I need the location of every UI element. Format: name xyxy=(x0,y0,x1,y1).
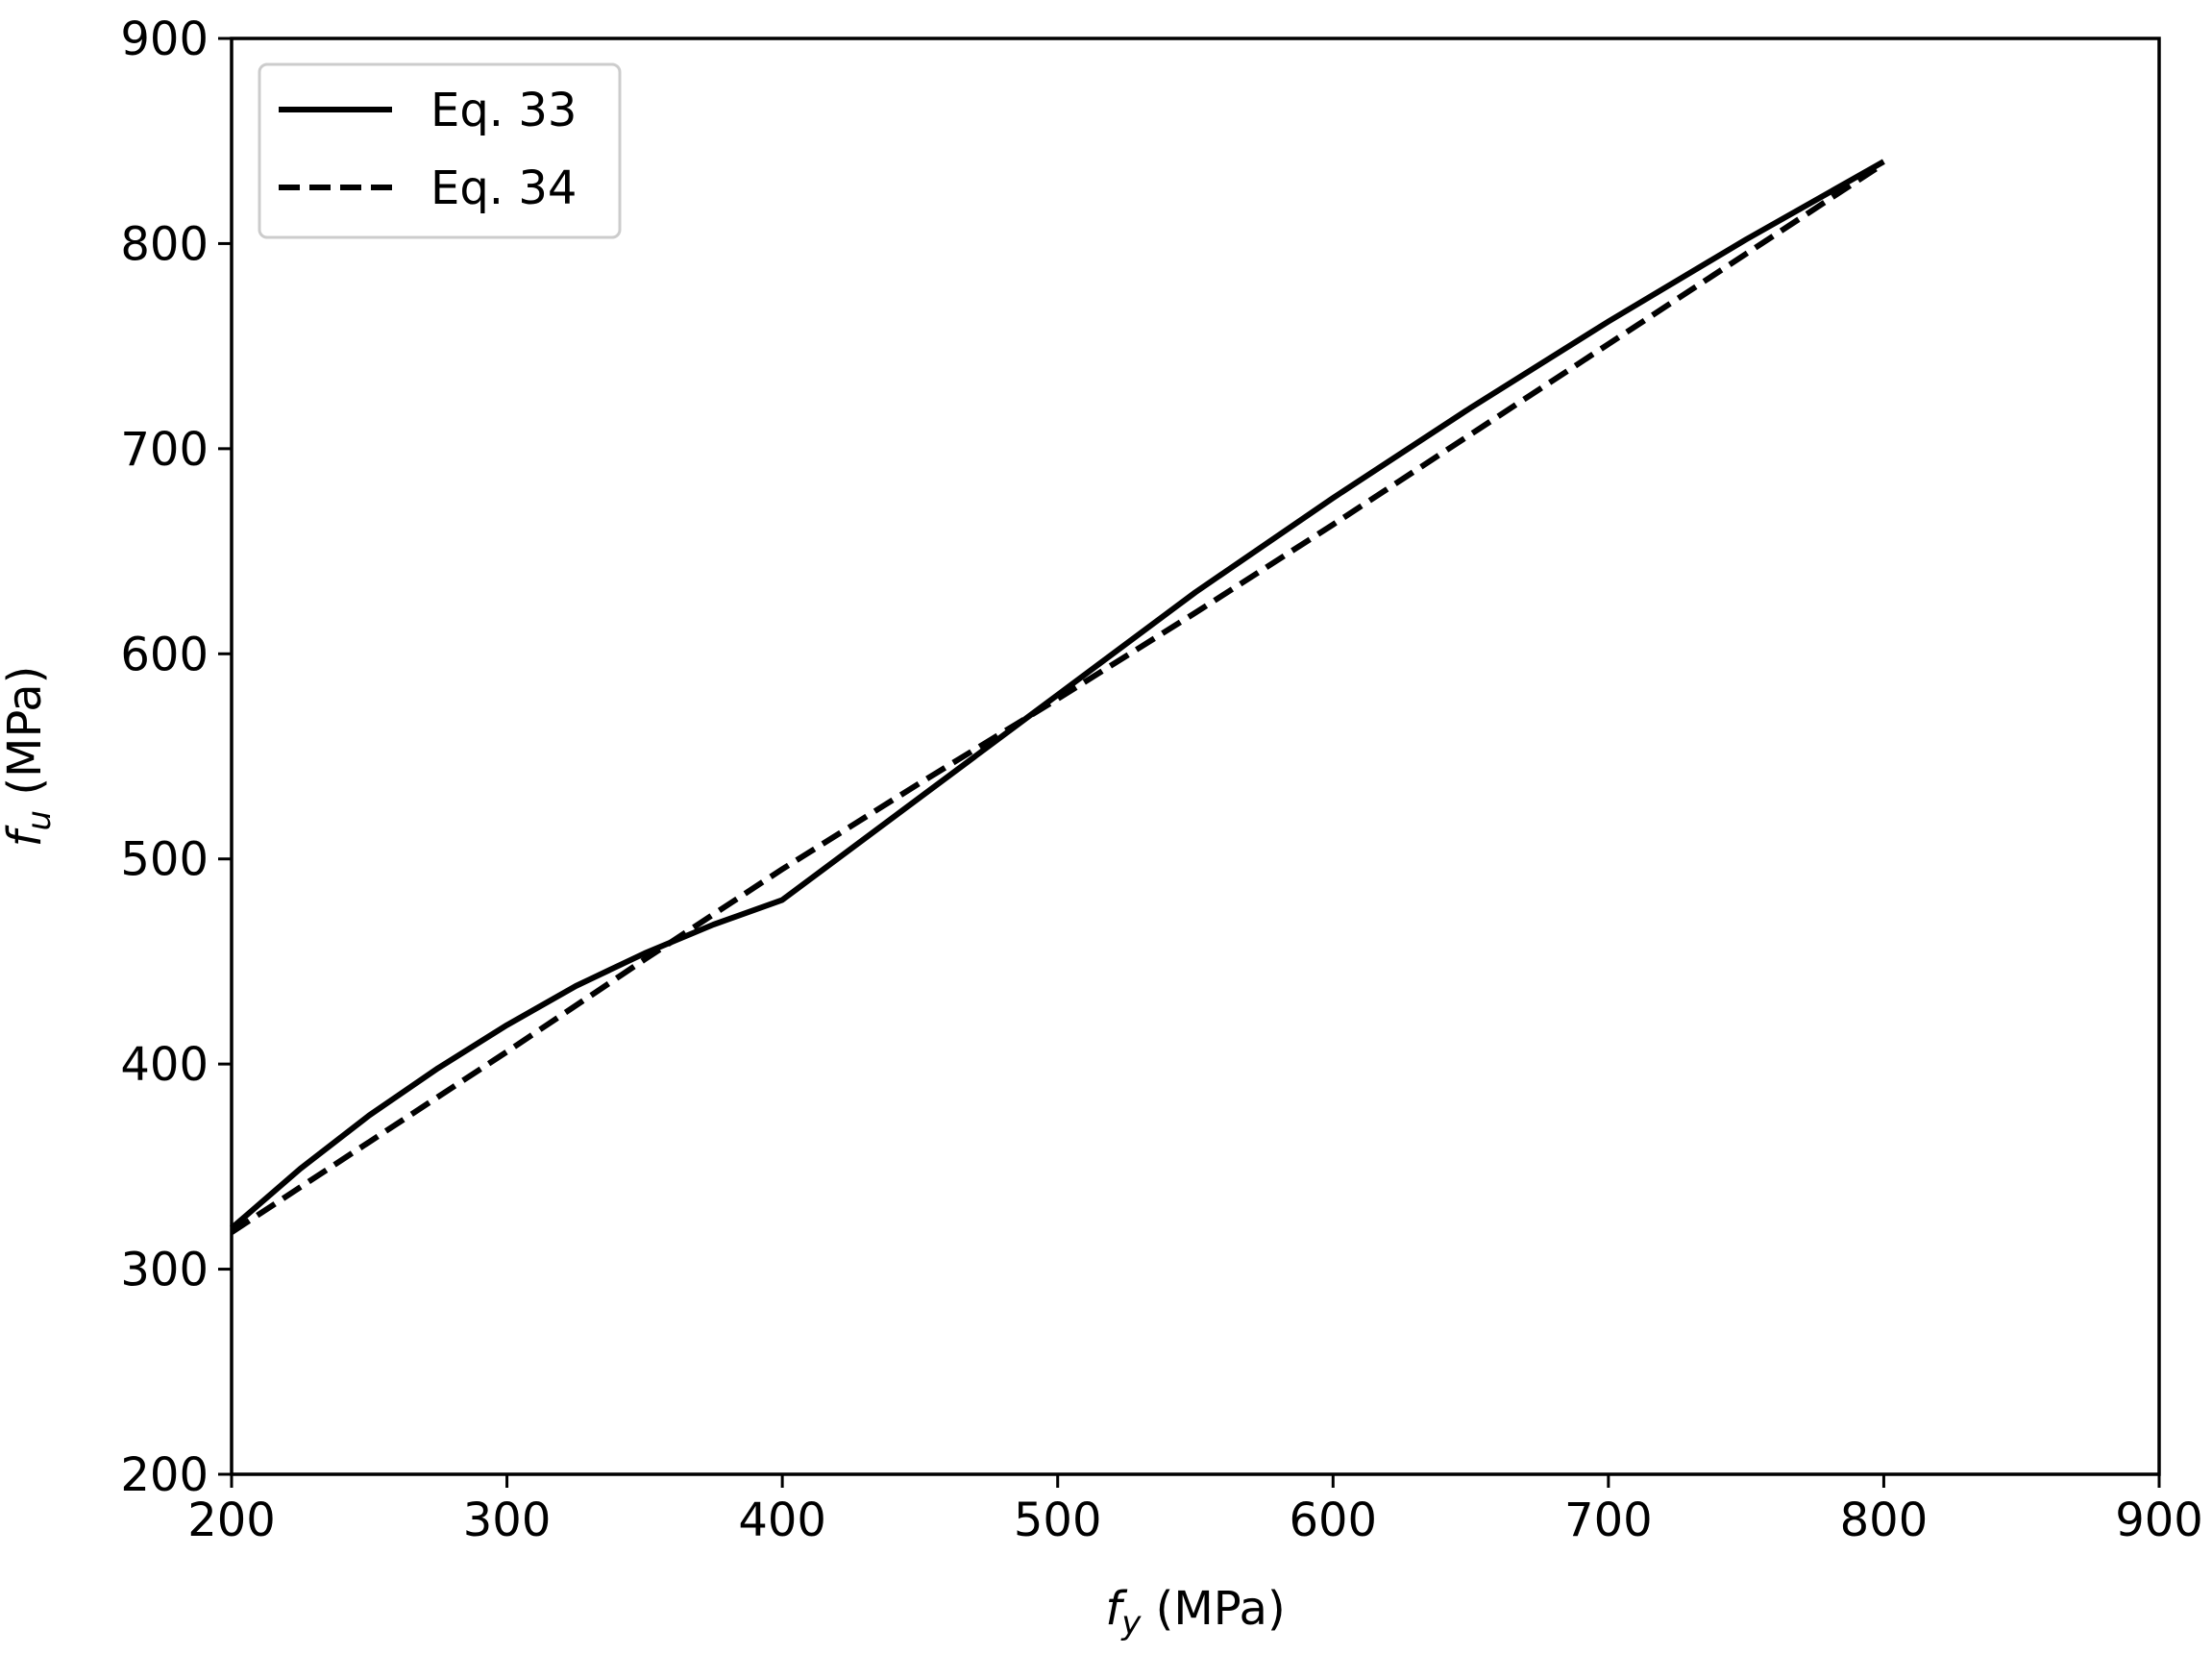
x-tick-label: 600 xyxy=(1289,1494,1377,1547)
y-tick-label: 600 xyxy=(120,628,209,681)
x-axis-label: fy (MPa) xyxy=(1105,1582,1285,1642)
y-tick-label: 400 xyxy=(120,1038,209,1092)
x-tick-label: 800 xyxy=(1840,1494,1929,1547)
y-tick-label: 300 xyxy=(120,1244,209,1297)
x-tick-label: 300 xyxy=(463,1494,552,1547)
legend: Eq. 33 Eq. 34 xyxy=(258,62,622,239)
x-tick-label: 900 xyxy=(2115,1494,2203,1547)
y-tick-label: 700 xyxy=(120,423,209,477)
x-tick-label: 400 xyxy=(738,1494,826,1547)
y-tick-label: 800 xyxy=(120,217,209,271)
axis-ticks: 200 300 400 500 600 700 800 900 200 300 400 500 600 7… xyxy=(120,12,2202,1547)
series-line-eq-34 xyxy=(230,160,1886,1235)
y-tick-label: 200 xyxy=(120,1448,209,1502)
legend-label-eq-33: Eq. 33 xyxy=(430,84,577,137)
y-tick-label: 900 xyxy=(120,12,209,66)
x-axis-label-unit: (MPa) xyxy=(1141,1582,1285,1636)
y-tick-label: 500 xyxy=(120,833,209,887)
x-tick-label: 200 xyxy=(187,1494,276,1547)
y-axis-label-unit: (MPa) xyxy=(0,666,52,810)
x-tick-label: 700 xyxy=(1564,1494,1653,1547)
series-layer xyxy=(230,159,1886,1235)
legend-label-eq-34: Eq. 34 xyxy=(430,161,577,215)
y-axis-label-subscript: u xyxy=(20,810,59,831)
series-line-eq-33 xyxy=(230,159,1885,1231)
plot-area-frame xyxy=(230,37,2161,1476)
y-axis-label: fu (MPa) xyxy=(0,666,59,848)
x-axis-label-subscript: y xyxy=(1120,1604,1142,1642)
x-tick-label: 500 xyxy=(1014,1494,1102,1547)
